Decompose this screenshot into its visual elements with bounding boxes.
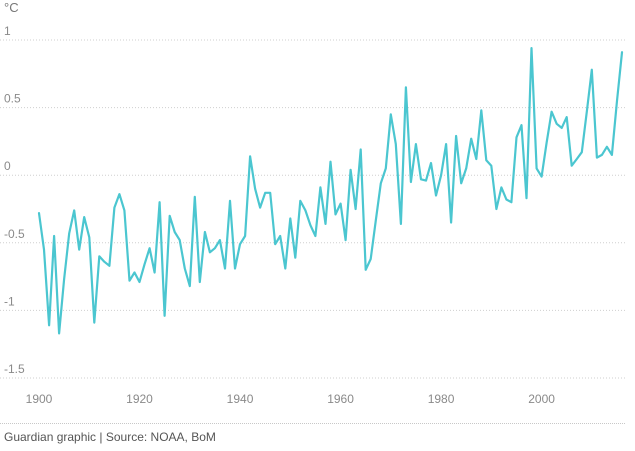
x-tick-label: 1940 — [227, 392, 254, 406]
source-credit: Guardian graphic | Source: NOAA, BoM — [4, 430, 216, 444]
gridlines — [0, 39, 625, 379]
y-tick-labels: 1 0.5 0 -0.5 -1 -1.5 — [4, 24, 25, 376]
y-tick-label: -1 — [4, 294, 15, 308]
y-tick-label: -0.5 — [4, 227, 25, 241]
x-tick-label: 1900 — [26, 392, 53, 406]
footer-divider — [0, 423, 625, 424]
x-tick-label: 2000 — [528, 392, 555, 406]
y-tick-label: 0 — [4, 159, 11, 173]
x-tick-label: 1960 — [327, 392, 354, 406]
series-line — [37, 46, 624, 335]
y-tick-label: 0.5 — [4, 92, 21, 106]
x-tick-label: 1980 — [428, 392, 455, 406]
x-tick-labels: 1900 1920 1940 1960 1980 2000 — [26, 392, 556, 406]
y-axis-unit-label: °C — [4, 0, 19, 15]
x-tick-label: 1920 — [126, 392, 153, 406]
y-tick-label: -1.5 — [4, 362, 25, 376]
y-tick-label: 1 — [4, 24, 11, 38]
